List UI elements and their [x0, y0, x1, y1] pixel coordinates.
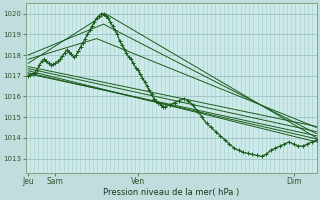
X-axis label: Pression niveau de la mer( hPa ): Pression niveau de la mer( hPa ) [103, 188, 239, 197]
